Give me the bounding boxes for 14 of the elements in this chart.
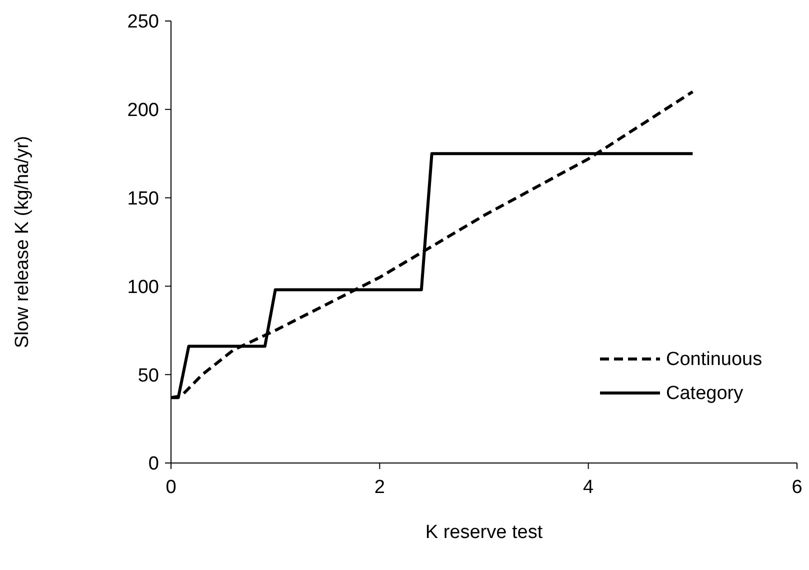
y-tick-label: 100 [127, 276, 159, 298]
x-tick-label: 0 [166, 477, 176, 498]
y-tick-label: 200 [127, 100, 159, 122]
y-tick-label: 150 [127, 188, 159, 210]
x-tick-label: 6 [792, 477, 802, 498]
legend-label: Category [666, 383, 744, 404]
y-tick-label: 50 [138, 365, 159, 386]
x-tick-label: 2 [374, 477, 385, 498]
y-tick-label: 250 [127, 12, 159, 33]
legend-label: Continuous [666, 349, 762, 370]
y-tick-label: 0 [148, 454, 159, 475]
x-tick-label: 4 [583, 477, 594, 498]
y-axis-title: Slow release K (kg/ha/yr) [12, 136, 33, 348]
x-axis-title: K reserve test [425, 522, 544, 543]
